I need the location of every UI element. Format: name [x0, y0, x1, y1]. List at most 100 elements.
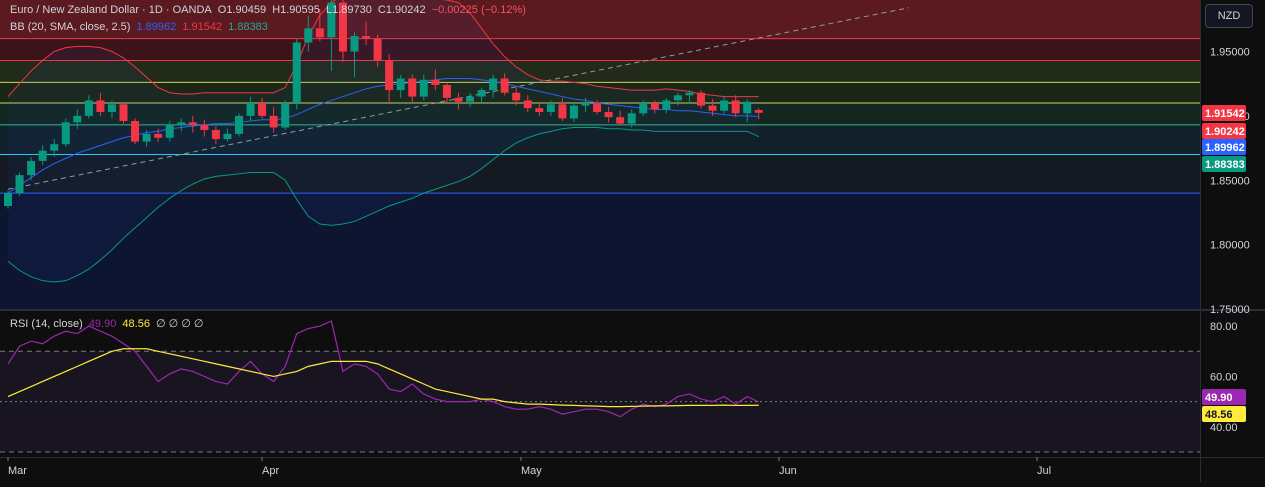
candle-body-20 [235, 115, 243, 134]
price-zone-5 [0, 124, 1200, 155]
bb-lower-line [7, 126, 759, 283]
price-badge-0: 1.91542 [1205, 108, 1245, 120]
candle-body-50 [581, 103, 590, 106]
main-legend: Euro / New Zealand Dollar · 1D · OANDA O… [10, 4, 529, 16]
candle-body-42 [489, 78, 498, 91]
rsi-badge-1-bg [1202, 406, 1246, 422]
candle-body-2 [27, 160, 36, 176]
rsi-label[interactable]: RSI (14, close) [10, 318, 83, 330]
rsi-tick-label: 60.00 [1210, 371, 1238, 383]
rsi-tick-label: 40.00 [1210, 422, 1238, 434]
candle-body-60 [697, 92, 705, 106]
candle-body-61 [708, 105, 717, 111]
price-badge-3-bg [1202, 156, 1246, 172]
time-tick-label: Mar [8, 465, 27, 477]
time-tick-label: Apr [262, 465, 279, 477]
rsi-badge-0-bg [1202, 389, 1246, 405]
price-tick-label: 1.80000 [1210, 240, 1250, 252]
candle-body-47 [546, 104, 555, 113]
candle-body-3 [38, 150, 47, 161]
bb-legend: BB (20, SMA, close, 2.5) 1.89962 1.91542… [10, 21, 271, 33]
candle-body-13 [154, 133, 163, 138]
candle-body-16 [188, 122, 197, 125]
candle-body-26 [304, 28, 313, 43]
candle-body-18 [211, 130, 220, 140]
price-badge-2-bg [1202, 139, 1246, 155]
candle-body-38 [442, 84, 451, 98]
price-tick-label: 1.75000 [1210, 304, 1250, 316]
open-value: O1.90459 [217, 4, 267, 16]
rsi-legend: RSI (14, close) 49.90 48.56 ∅ ∅ ∅ ∅ [10, 317, 207, 330]
candle-body-62 [720, 100, 729, 111]
candle-body-34 [396, 78, 405, 91]
rsi-extras: ∅ ∅ ∅ ∅ [156, 318, 204, 330]
low-value: L1.89730 [325, 4, 372, 16]
candle-body-19 [223, 133, 232, 140]
candle-body-14 [165, 124, 174, 138]
rsi-line [7, 320, 759, 418]
candle-body-15 [177, 122, 186, 125]
candle-body-57 [662, 100, 671, 110]
candle-body-36 [419, 79, 428, 97]
candle-body-9 [107, 104, 116, 113]
price-badge-1: 1.90242 [1205, 126, 1245, 138]
candle-body-25 [292, 42, 301, 103]
candle-body-53 [616, 117, 625, 124]
candle-body-0 [4, 193, 12, 206]
price-badge-0-bg [1202, 105, 1246, 121]
candle-body-32 [373, 38, 382, 61]
price-zone-7 [0, 193, 1200, 309]
candle-body-35 [408, 78, 417, 97]
rsi-value: 49.90 [88, 318, 117, 330]
candle-body-46 [535, 108, 544, 113]
rsi-badge-1: 48.56 [1205, 409, 1233, 421]
candle-body-45 [523, 100, 532, 109]
candle-body-22 [258, 103, 267, 116]
currency-button[interactable]: NZD [1205, 4, 1253, 28]
rsi-ma-value: 48.56 [122, 318, 150, 330]
candle-body-12 [142, 133, 151, 142]
time-tick-label: May [521, 465, 542, 477]
price-badge-3: 1.88383 [1205, 159, 1245, 171]
price-badges: 1.91542 1.90242 1.89962 1.88383 49.90 48.56 [1202, 105, 1246, 422]
candle-body-17 [200, 124, 209, 131]
candle-body-51 [593, 103, 602, 113]
price-zone-2 [0, 60, 1200, 83]
price-zone-0 [0, 0, 1200, 39]
rsi-background [0, 309, 1265, 453]
bb-basis-value: 1.89962 [136, 21, 177, 33]
price-zone-1 [0, 38, 1200, 61]
candle-body-6 [73, 115, 82, 123]
candle-body-40 [466, 96, 474, 102]
price-zones [0, 0, 1200, 309]
bb-band-fill [8, 0, 759, 282]
candle-body-28 [327, 2, 336, 38]
candle-body-65 [754, 109, 763, 113]
candle-body-29 [338, 2, 347, 52]
candle-body-31 [362, 36, 371, 39]
candle-body-21 [246, 103, 255, 116]
candle-body-11 [131, 121, 140, 142]
candle-body-59 [685, 92, 694, 96]
candle-body-4 [50, 144, 59, 151]
change-value: −0.00225 (−0.12%) [431, 4, 526, 16]
candle-body-41 [477, 90, 486, 97]
candle-body-1 [15, 175, 24, 194]
price-tick-label: 1.95000 [1210, 47, 1250, 59]
candle-body-39 [454, 97, 463, 102]
candle-body-55 [639, 103, 648, 114]
price-zone-6 [0, 154, 1200, 194]
time-tick-label: Jun [779, 465, 797, 477]
bb-label[interactable]: BB (20, SMA, close, 2.5) [10, 21, 131, 33]
candle-body-24 [281, 103, 290, 128]
bb-upper-line [7, 0, 759, 98]
close-value: C1.90242 [377, 4, 426, 16]
symbol-title[interactable]: Euro / New Zealand Dollar · 1D · OANDA [10, 4, 212, 16]
bb-lower-value: 1.88383 [228, 21, 268, 33]
high-value: H1.90595 [272, 4, 320, 16]
candle-body-43 [500, 78, 509, 93]
candle-body-33 [385, 60, 394, 91]
